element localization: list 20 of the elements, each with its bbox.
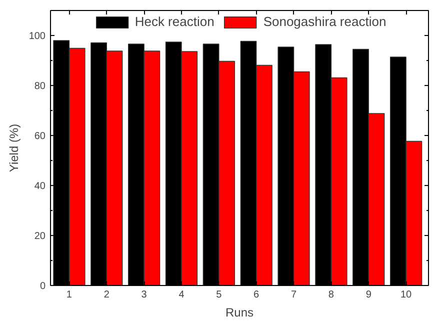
x-tick-label: 2 [104, 290, 110, 300]
legend-label: Sonogashira reaction [263, 14, 386, 29]
y-tick-label: 80 [34, 81, 46, 92]
y-tick-label: 60 [34, 131, 46, 142]
x-tick-label: 5 [216, 290, 222, 300]
y-axis-title: Yield (%) [6, 124, 21, 172]
x-tick-label: 3 [141, 290, 148, 300]
x-tick-label: 4 [178, 290, 185, 300]
x-tick-label: 8 [328, 290, 334, 300]
y-tick-label: 40 [34, 181, 46, 192]
x-tick-label: 7 [290, 290, 297, 300]
x-axis-title: Runs [225, 306, 254, 320]
y-tick-label: 20 [34, 231, 46, 242]
x-tick-label: 6 [254, 290, 260, 300]
x-tick-label: 10 [400, 290, 412, 300]
legend-label: Heck reaction [134, 14, 214, 29]
x-tick-label: 1 [66, 290, 72, 300]
y-tick-label: 100 [28, 31, 46, 42]
x-tick-label: 9 [366, 290, 372, 300]
y-tick-label: 0 [40, 281, 46, 292]
